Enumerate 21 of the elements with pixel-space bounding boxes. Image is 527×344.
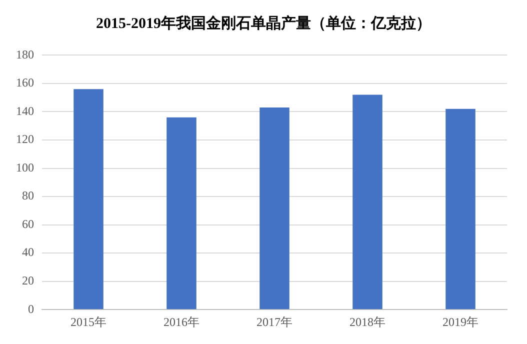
x-tick-label: 2018年 [350,314,386,329]
y-tick-label: 60 [22,216,34,231]
y-tick-label: 100 [16,160,34,174]
bar [74,89,104,310]
y-tick-label: 0 [28,302,34,316]
y-tick-label: 140 [16,104,34,118]
y-tick-label: 160 [16,76,34,90]
x-tick-label: 2016年 [164,314,200,329]
bar [166,117,196,310]
x-tick-label: 2015年 [70,314,106,329]
y-tick-label: 80 [22,188,34,203]
bar [352,94,382,310]
chart-title: 2015-2019年我国金刚石单晶产量（单位：亿克拉） [95,14,432,34]
y-tick-label: 40 [22,245,34,260]
y-tick-label: 120 [16,132,34,146]
y-tick-label: 20 [22,273,34,288]
x-tick-label: 2017年 [256,314,292,329]
bar [260,107,290,310]
y-tick-label: 180 [16,47,34,62]
bar [446,108,476,310]
x-tick-label: 2019年 [442,314,478,329]
